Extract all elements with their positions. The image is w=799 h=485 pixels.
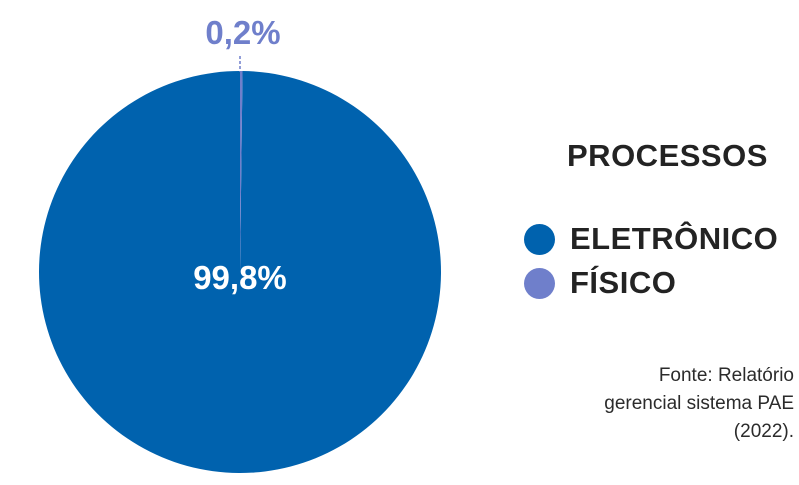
legend-title: PROCESSOS bbox=[567, 138, 768, 173]
source-line-2: gerencial sistema PAE bbox=[604, 393, 794, 414]
legend-swatch-eletronico bbox=[524, 223, 555, 255]
source-line-1: Fonte: Relatório bbox=[658, 365, 794, 386]
pie-labels: 99,8% 0,2% bbox=[193, 14, 287, 296]
data-label-eletronico: 99,8% bbox=[193, 259, 287, 296]
legend-item-fisico: FÍSICO bbox=[524, 265, 676, 301]
legend-label-eletronico: ELETRÔNICO bbox=[570, 221, 779, 256]
legend-item-eletronico: ELETRÔNICO bbox=[524, 221, 778, 257]
source-line-3: (2022). bbox=[733, 421, 794, 442]
data-label-fisico: 0,2% bbox=[205, 14, 280, 51]
pie-slices bbox=[39, 71, 442, 474]
source-note: Fonte: Relatório gerencial sistema PAE (… bbox=[494, 362, 794, 446]
legend-label-fisico: FÍSICO bbox=[570, 265, 677, 300]
pie-slice-fisico bbox=[240, 71, 243, 272]
legend-swatch-fisico bbox=[524, 267, 555, 299]
pie-slice-eletronico bbox=[39, 71, 442, 474]
